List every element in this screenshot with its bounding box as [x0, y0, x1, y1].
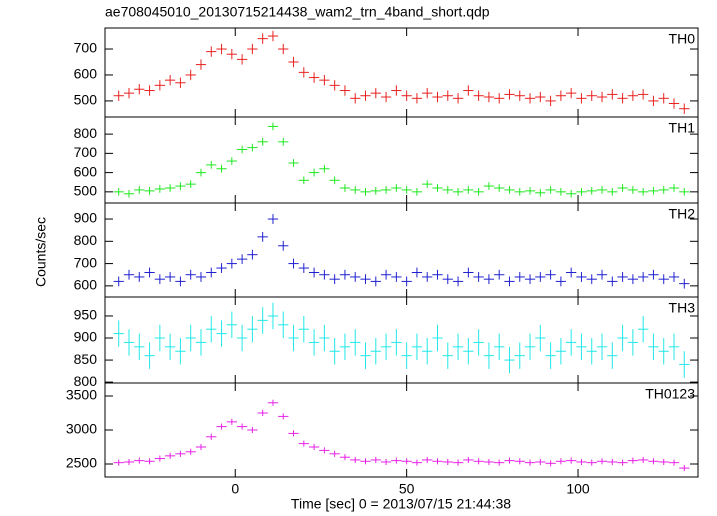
y-tick-label: 800: [74, 125, 98, 141]
panel-frame: [104, 296, 699, 384]
x-tick-label: 100: [566, 481, 590, 497]
y-tick-label: 600: [74, 163, 98, 179]
panel-label: TH0123: [645, 386, 695, 402]
y-tick-label: 3500: [66, 387, 97, 403]
y-tick-label: 700: [74, 40, 98, 56]
panel-label: TH1: [669, 120, 696, 136]
y-tick-label: 700: [74, 254, 98, 270]
y-tick-label: 600: [74, 277, 98, 293]
y-tick-label: 900: [74, 329, 98, 345]
panel-frame: [104, 27, 699, 118]
y-tick-label: 500: [74, 183, 98, 199]
x-tick-label: 0: [231, 481, 239, 497]
panel-frame: [104, 202, 699, 298]
x-axis-label: Time [sec] 0 = 2013/07/15 21:44:38: [291, 496, 511, 512]
y-tick-label: 2500: [66, 455, 97, 471]
chart-title: ae708045010_20130715214438_wam2_trn_4ban…: [105, 4, 490, 20]
y-tick-label: 600: [74, 66, 98, 82]
y-tick-label: 950: [74, 307, 98, 323]
y-tick-label: 900: [74, 210, 98, 226]
y-tick-label: 700: [74, 144, 98, 160]
panel-label: TH3: [669, 300, 696, 316]
y-tick-label: 800: [74, 373, 98, 389]
x-tick-label: 50: [399, 481, 415, 497]
y-tick-label: 800: [74, 232, 98, 248]
y-axis-label: Counts/sec: [33, 217, 49, 287]
panel-frame: [104, 382, 699, 478]
panel-label: TH2: [669, 206, 696, 222]
panel-label: TH0: [669, 31, 696, 47]
y-tick-label: 500: [74, 92, 98, 108]
y-tick-label: 3000: [66, 421, 97, 437]
y-tick-label: 850: [74, 351, 98, 367]
